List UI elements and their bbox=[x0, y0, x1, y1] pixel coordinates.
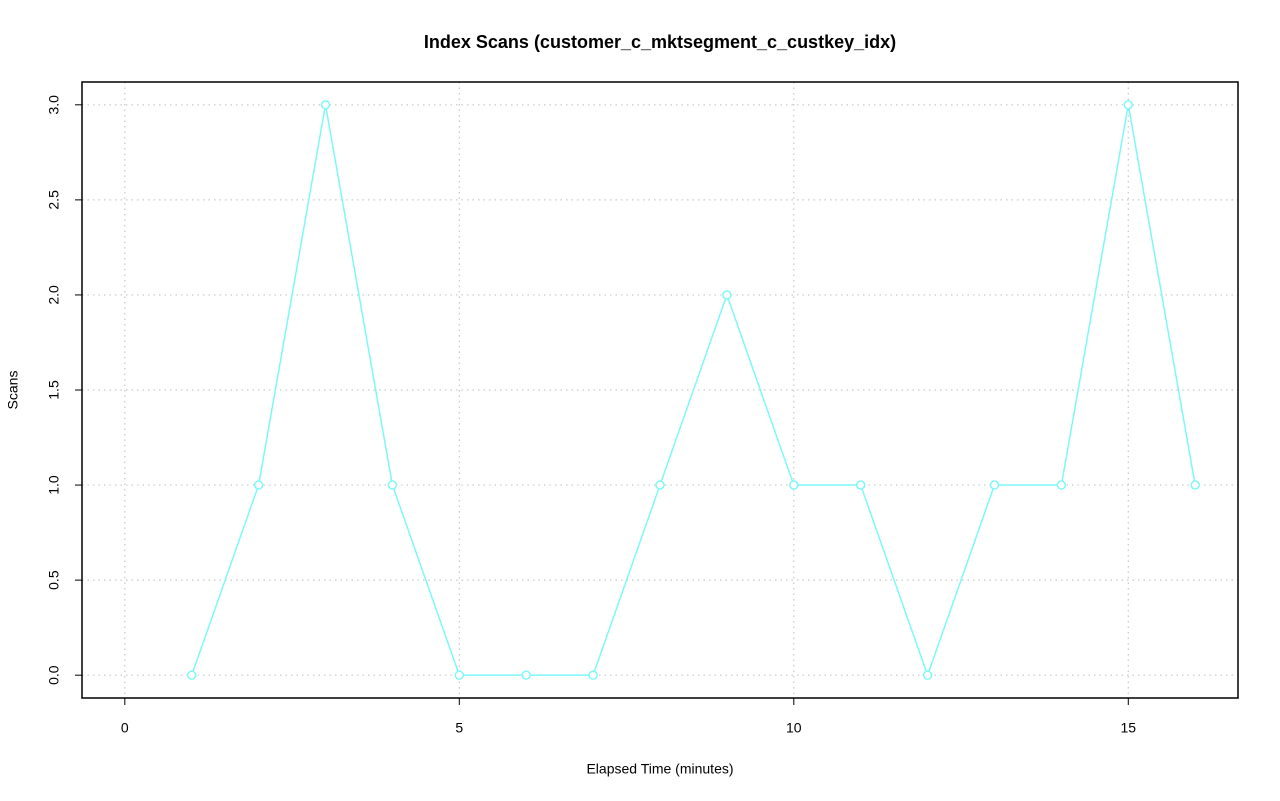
data-point bbox=[989, 480, 1000, 490]
plot-frame bbox=[81, 81, 1239, 699]
y-tick-label: 0.5 bbox=[46, 570, 62, 590]
x-axis-label: Elapsed Time (minutes) bbox=[586, 761, 733, 777]
y-tick-label: 2.5 bbox=[46, 190, 62, 210]
data-point bbox=[253, 480, 264, 490]
x-tick-label: 5 bbox=[455, 720, 463, 736]
data-point bbox=[588, 670, 598, 680]
x-tick-label: 0 bbox=[121, 720, 129, 736]
x-tick-label: 10 bbox=[786, 720, 802, 736]
data-point bbox=[521, 670, 531, 680]
data-point bbox=[789, 480, 799, 490]
y-tick-label: 1.5 bbox=[46, 380, 62, 400]
y-axis-label: Scans bbox=[5, 371, 21, 410]
x-tick-label: 15 bbox=[1120, 720, 1136, 736]
data-point bbox=[454, 670, 465, 680]
data-point bbox=[1190, 480, 1200, 490]
data-point bbox=[1123, 100, 1134, 110]
data-point bbox=[922, 670, 933, 680]
y-tick-label: 2.0 bbox=[46, 285, 62, 305]
chart-title: Index Scans (customer_c_mktsegment_c_cus… bbox=[424, 32, 896, 52]
data-point bbox=[387, 480, 398, 490]
data-point bbox=[655, 480, 665, 490]
data-point bbox=[722, 290, 732, 300]
y-tick-label: 0.0 bbox=[46, 665, 62, 685]
data-point bbox=[186, 670, 197, 680]
y-tick-label: 3.0 bbox=[46, 95, 62, 115]
data-point bbox=[1056, 480, 1067, 490]
y-tick-label: 1.0 bbox=[46, 475, 62, 495]
data-line bbox=[191, 104, 1196, 678]
data-point bbox=[855, 480, 866, 490]
data-point bbox=[320, 100, 331, 110]
